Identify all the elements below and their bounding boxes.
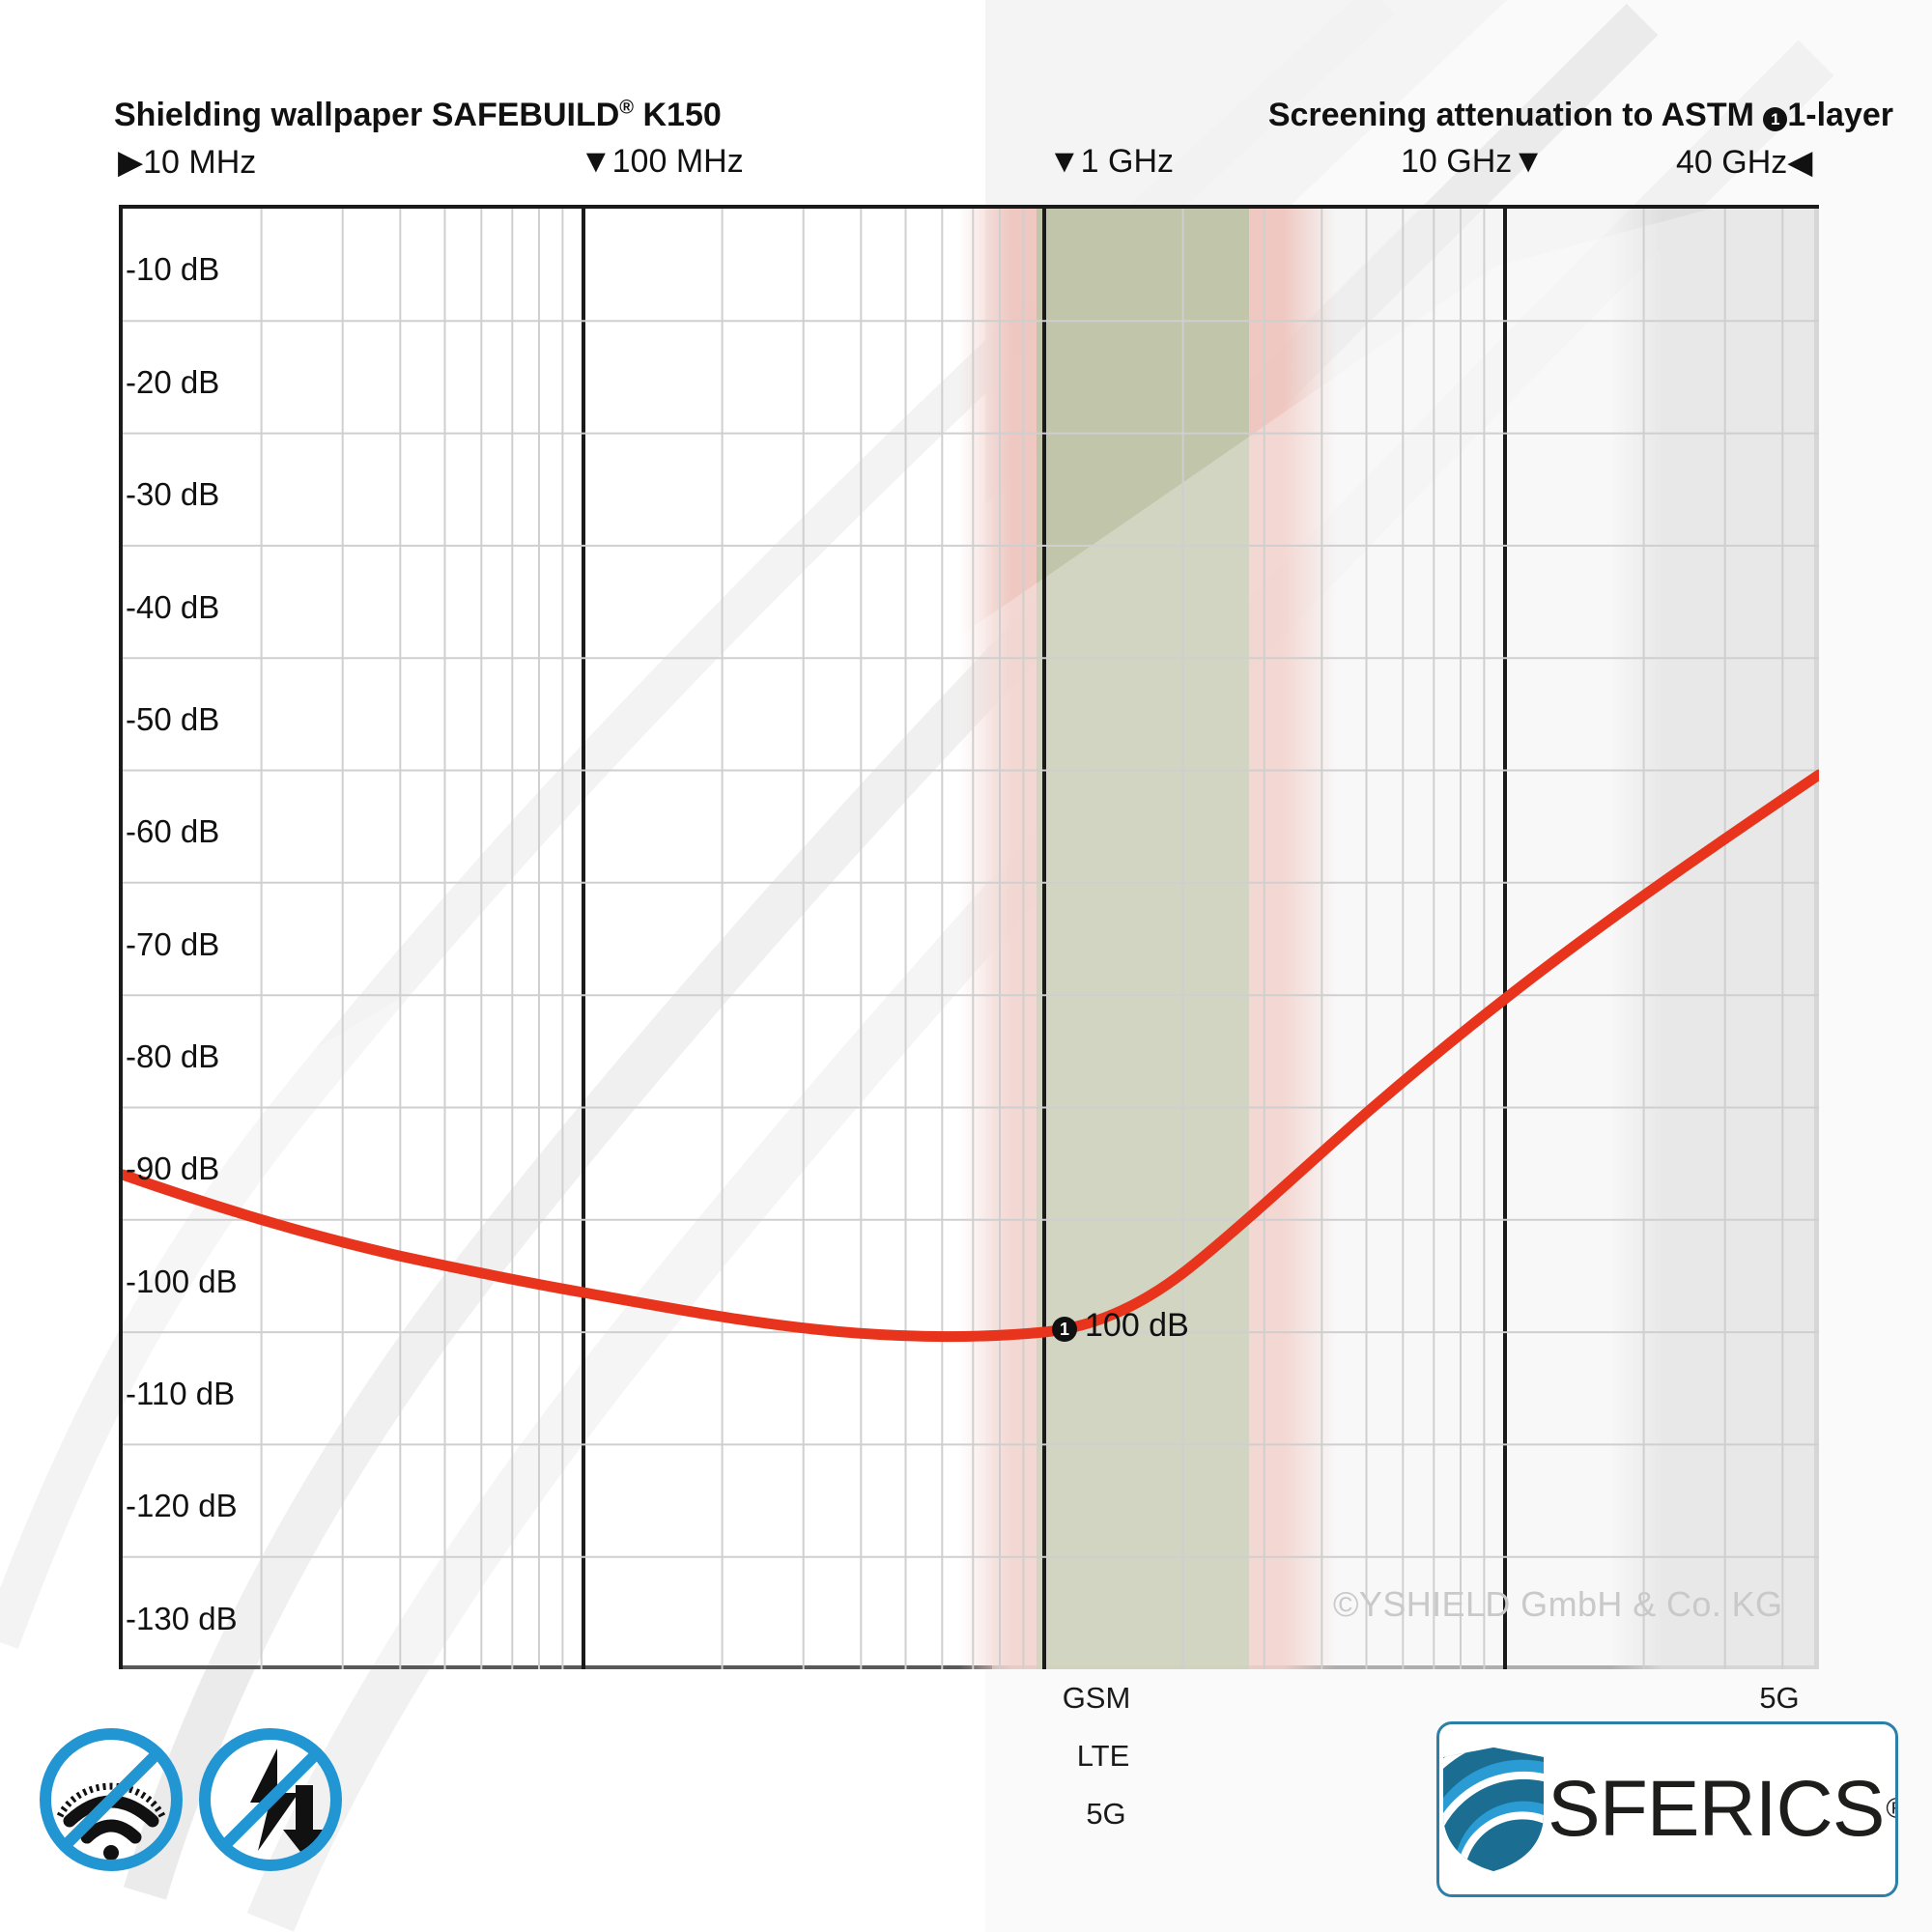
footnote-marker-icon: 1	[1763, 107, 1788, 131]
band-label-gsm: GSM	[1062, 1681, 1131, 1715]
band-label-5g-sub6: 5G	[1086, 1797, 1126, 1831]
sferics-logo[interactable]: SFERICS® sferics.shop	[1436, 1721, 1898, 1897]
yaxis-label--50db: -50 dB	[126, 701, 220, 737]
grid-major-vertical	[582, 209, 1507, 1669]
yaxis-label--60db: -60 dB	[126, 813, 220, 849]
yaxis-label--40db: -40 dB	[126, 589, 220, 625]
band-label-5g-mmwave: 5G	[1759, 1681, 1800, 1715]
yaxis-label--90db: -90 dB	[126, 1151, 220, 1186]
yaxis-label--80db: -80 dB	[126, 1038, 220, 1074]
xaxis-label-40ghz: 40 GHz◀	[1676, 144, 1813, 181]
xaxis-label-10ghz: 10 GHz▼	[1401, 143, 1545, 180]
no-electric-field-icon	[199, 1728, 342, 1871]
xaxis-label-100mhz: ▼100 MHz	[580, 143, 744, 180]
annotation-100db-text: 100 dB	[1085, 1307, 1189, 1344]
yaxis-label--20db: -20 dB	[126, 364, 220, 400]
footnote-marker-icon: 1	[1052, 1317, 1077, 1342]
yaxis-label--130db: -130 dB	[126, 1601, 238, 1636]
registered-mark: ®	[619, 97, 635, 119]
yaxis-label--30db: -30 dB	[126, 476, 220, 512]
page-title-right: Screening attenuation to ASTM 1 1-layer	[1268, 97, 1893, 134]
logo-name: SFERICS	[1548, 1765, 1885, 1853]
band-label-lte: LTE	[1076, 1739, 1130, 1773]
band-5g-mmwave	[1610, 209, 1819, 1669]
attenuation-curve	[123, 769, 1819, 1343]
yaxis-label--10db: -10 dB	[126, 251, 220, 287]
annotation-100db: 1 100 dB	[1052, 1307, 1189, 1345]
yaxis-label--100db: -100 dB	[126, 1264, 238, 1299]
title-left-text: Shielding wallpaper SAFEBUILD	[114, 97, 620, 133]
yaxis-label--110db: -110 dB	[126, 1376, 236, 1411]
band-gsm-lte	[1037, 209, 1249, 1669]
plot-area	[119, 205, 1819, 1669]
shield-waves-icon	[1439, 1724, 1548, 1894]
no-rf-radiation-icon	[40, 1728, 183, 1871]
logo-registered-mark: ®	[1886, 1793, 1895, 1826]
logo-wordmark: SFERICS®	[1548, 1724, 1895, 1894]
yaxis-label--120db: -120 dB	[126, 1488, 238, 1523]
plot-canvas	[123, 209, 1819, 1669]
title-left-model: K150	[634, 97, 722, 133]
title-right-pretext: Screening attenuation to ASTM	[1267, 97, 1764, 133]
title-right-posttext: 1-layer	[1787, 97, 1893, 133]
yaxis-label--70db: -70 dB	[126, 926, 220, 962]
xaxis-label-1ghz: ▼1 GHz	[1048, 143, 1175, 180]
xaxis-label-10mhz: ▶10 MHz	[118, 144, 257, 181]
copyright-watermark: ©YSHIELD GmbH & Co. KG	[1333, 1584, 1783, 1624]
grid-minor-vertical	[260, 209, 1784, 1669]
page-title-left: Shielding wallpaper SAFEBUILD® K150	[114, 97, 722, 134]
